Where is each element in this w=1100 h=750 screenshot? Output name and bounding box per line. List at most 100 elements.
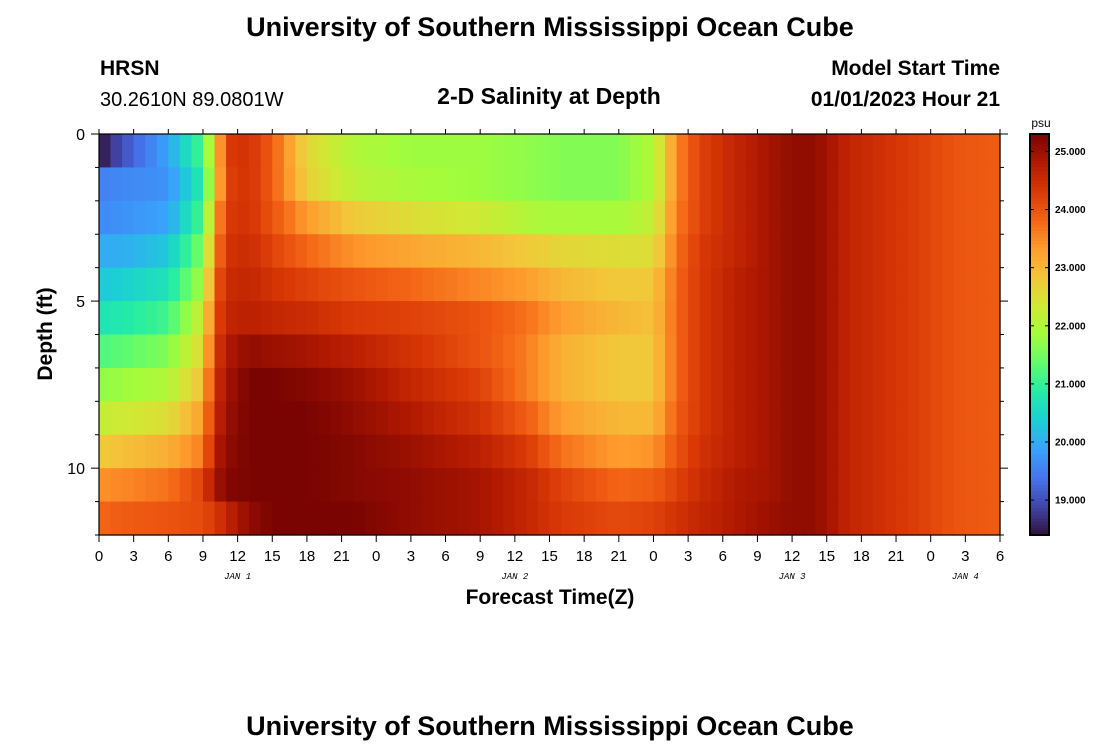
heatmap-cell (826, 301, 839, 336)
x-tick-label: 12 (507, 548, 524, 565)
colorbar-segment (1030, 418, 1049, 422)
heatmap-cell (306, 167, 320, 202)
heatmap-cell (572, 134, 585, 169)
heatmap-cell (780, 267, 793, 302)
heatmap-cell (214, 167, 227, 202)
heatmap-cell (722, 401, 735, 436)
colorbar-segment (1030, 244, 1049, 249)
heatmap-cell (364, 434, 377, 469)
heatmap-cell (965, 167, 978, 202)
heatmap-cell (503, 134, 516, 169)
heatmap-cell (815, 167, 828, 202)
heatmap-cell (537, 234, 551, 269)
heatmap-cell (110, 501, 123, 536)
heatmap-cell (272, 401, 285, 436)
heatmap-cell (330, 468, 343, 503)
heatmap-cell (907, 501, 920, 536)
heatmap-cell (688, 434, 701, 469)
heatmap-cell (976, 267, 990, 302)
heatmap-cell (803, 468, 816, 503)
heatmap-cell (491, 200, 504, 235)
colorbar-segment (1030, 220, 1049, 225)
heatmap-cell (376, 134, 389, 169)
heatmap-cell (410, 468, 424, 503)
heatmap-cell (353, 401, 366, 436)
heatmap-cell (711, 134, 724, 169)
heatmap-cell (815, 334, 828, 369)
heatmap-cell (410, 401, 424, 436)
heatmap-cell (364, 301, 377, 336)
heatmap-cell (595, 167, 608, 202)
heatmap-cell (145, 434, 158, 469)
colorbar-segment (1030, 387, 1049, 392)
colorbar-segment (1030, 518, 1049, 523)
salinity-heatmap (99, 134, 1001, 536)
heatmap-cell (491, 267, 504, 302)
heatmap-cell (872, 134, 886, 169)
colorbar-segment (1030, 154, 1049, 158)
heatmap-cell (295, 401, 308, 436)
heatmap-cell (953, 200, 966, 235)
heatmap-cell (896, 167, 909, 202)
heatmap-cell (757, 200, 770, 235)
x-tick-label: 0 (372, 548, 380, 565)
heatmap-cell (618, 200, 631, 235)
heatmap-cell (330, 267, 343, 302)
heatmap-cell (780, 501, 793, 536)
heatmap-cell (422, 234, 435, 269)
heatmap-cell (988, 167, 1001, 202)
heatmap-cell (110, 234, 123, 269)
heatmap-cell (665, 234, 678, 269)
heatmap-cell (722, 501, 735, 536)
heatmap-cell (815, 401, 828, 436)
heatmap-cell (318, 468, 331, 503)
heatmap-cell (630, 200, 643, 235)
heatmap-cell (445, 468, 458, 503)
x-tick-label: 18 (576, 548, 593, 565)
heatmap-cell (872, 301, 886, 336)
heatmap-cell (272, 234, 285, 269)
heatmap-cell (145, 267, 158, 302)
heatmap-cell (711, 234, 724, 269)
heatmap-cell (457, 367, 470, 402)
heatmap-cell (526, 434, 539, 469)
heatmap-cell (318, 501, 331, 536)
x-date-label: JAN 4 (952, 572, 979, 582)
heatmap-cell (896, 134, 909, 169)
heatmap-cell (965, 301, 978, 336)
heatmap-cell (341, 434, 354, 469)
heatmap-cell (341, 167, 354, 202)
heatmap-cell (780, 234, 793, 269)
heatmap-cell (561, 434, 574, 469)
heatmap-cell (503, 200, 516, 235)
colorbar-segment (1030, 458, 1049, 463)
heatmap-cell (930, 501, 943, 536)
colorbar-segment (1030, 230, 1049, 235)
heatmap-cell (607, 367, 620, 402)
heatmap-cell (872, 334, 886, 369)
heatmap-cell (468, 501, 481, 536)
heatmap-cell (896, 468, 909, 503)
heatmap-cell (584, 468, 597, 503)
heatmap-cell (607, 501, 620, 536)
heatmap-cell (341, 334, 354, 369)
heatmap-cell (237, 468, 250, 503)
colorbar-segment (1030, 237, 1049, 242)
heatmap-cell (815, 267, 828, 302)
colorbar-segment (1030, 394, 1049, 399)
heatmap-cell (884, 234, 897, 269)
heatmap-cell (965, 468, 978, 503)
heatmap-cell (226, 434, 239, 469)
heatmap-cell (630, 367, 643, 402)
heatmap-cell (549, 167, 562, 202)
heatmap-cell (872, 401, 886, 436)
y-tick-label: 0 (76, 127, 85, 144)
heatmap-cell (179, 367, 193, 402)
heatmap-cell (688, 401, 701, 436)
heatmap-cell (942, 167, 955, 202)
heatmap-cell (110, 434, 123, 469)
heatmap-cell (919, 434, 932, 469)
heatmap-cell (133, 200, 146, 235)
heatmap-cell (99, 200, 112, 235)
heatmap-cell (815, 367, 828, 402)
